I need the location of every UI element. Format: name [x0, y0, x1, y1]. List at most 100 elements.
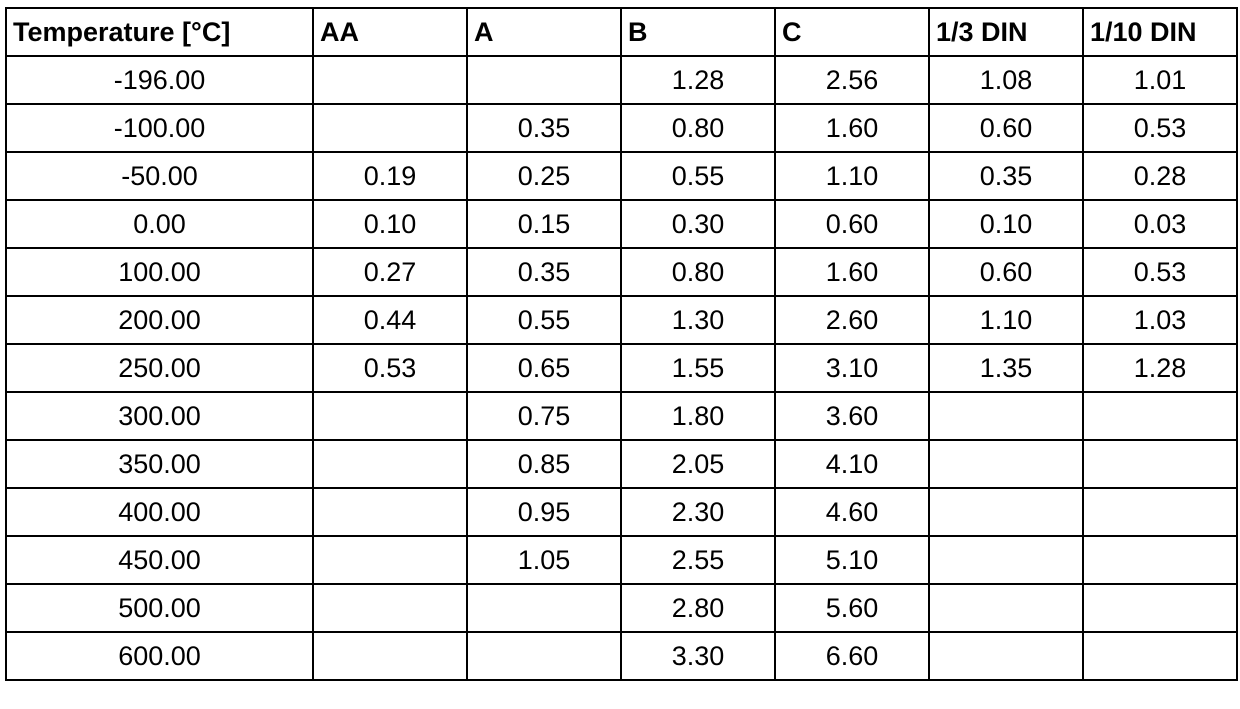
value-cell: 4.10	[774, 439, 930, 489]
table-row: 200.00 0.44 0.55 1.30 2.60 1.10 1.03	[5, 295, 1238, 345]
value-cell: 0.10	[928, 199, 1084, 249]
header-cell: 1/10 DIN	[1082, 7, 1238, 57]
value-cell: 0.55	[466, 295, 622, 345]
value-cell: 1.08	[928, 55, 1084, 105]
value-cell: 0.80	[620, 103, 776, 153]
table-row: -50.00 0.19 0.25 0.55 1.10 0.35 0.28	[5, 151, 1238, 201]
temperature-cell: 200.00	[5, 295, 314, 345]
value-cell: 0.15	[466, 199, 622, 249]
value-cell: 6.60	[774, 631, 930, 681]
value-cell: 1.80	[620, 391, 776, 441]
tolerance-table: Temperature [°C] AA A B C 1/3 DIN 1/10 DIN -19…	[5, 7, 1238, 681]
value-cell: 0.95	[466, 487, 622, 537]
value-cell: 2.80	[620, 583, 776, 633]
value-cell: 0.60	[774, 199, 930, 249]
value-cell: 0.03	[1082, 199, 1238, 249]
temperature-cell: 500.00	[5, 583, 314, 633]
table-row: 300.00 0.75 1.80 3.60	[5, 391, 1238, 441]
value-cell	[1082, 391, 1238, 441]
value-cell: 1.35	[928, 343, 1084, 393]
value-cell	[312, 391, 468, 441]
value-cell	[928, 391, 1084, 441]
table-row: 400.00 0.95 2.30 4.60	[5, 487, 1238, 537]
temperature-cell: 600.00	[5, 631, 314, 681]
temperature-cell: -50.00	[5, 151, 314, 201]
temperature-cell: -100.00	[5, 103, 314, 153]
value-cell: 0.55	[620, 151, 776, 201]
value-cell: 2.55	[620, 535, 776, 585]
table-row: 450.00 1.05 2.55 5.10	[5, 535, 1238, 585]
value-cell	[312, 487, 468, 537]
value-cell: 1.60	[774, 247, 930, 297]
value-cell: 5.60	[774, 583, 930, 633]
value-cell	[928, 583, 1084, 633]
value-cell: 2.30	[620, 487, 776, 537]
value-cell: 1.55	[620, 343, 776, 393]
value-cell: 0.60	[928, 103, 1084, 153]
value-cell: 5.10	[774, 535, 930, 585]
value-cell	[1082, 439, 1238, 489]
value-cell: 1.03	[1082, 295, 1238, 345]
value-cell: 0.65	[466, 343, 622, 393]
value-cell: 0.35	[466, 103, 622, 153]
temperature-cell: 0.00	[5, 199, 314, 249]
value-cell	[1082, 631, 1238, 681]
value-cell: 2.56	[774, 55, 930, 105]
value-cell: 0.60	[928, 247, 1084, 297]
table-row: -100.00 0.35 0.80 1.60 0.60 0.53	[5, 103, 1238, 153]
value-cell: 0.35	[466, 247, 622, 297]
table-body: -196.00 1.28 2.56 1.08 1.01 -100.00 0.35 0.80 1.…	[5, 55, 1238, 681]
value-cell: 3.60	[774, 391, 930, 441]
value-cell: 1.10	[928, 295, 1084, 345]
value-cell: 1.28	[620, 55, 776, 105]
value-cell	[928, 535, 1084, 585]
table-row: 600.00 3.30 6.60	[5, 631, 1238, 681]
table-row: 0.00 0.10 0.15 0.30 0.60 0.10 0.03	[5, 199, 1238, 249]
temperature-cell: 450.00	[5, 535, 314, 585]
value-cell	[312, 631, 468, 681]
value-cell: 1.60	[774, 103, 930, 153]
value-cell	[928, 487, 1084, 537]
temperature-cell: 100.00	[5, 247, 314, 297]
value-cell: 3.10	[774, 343, 930, 393]
value-cell: 0.19	[312, 151, 468, 201]
header-cell: A	[466, 7, 622, 57]
value-cell: 1.05	[466, 535, 622, 585]
temperature-cell: -196.00	[5, 55, 314, 105]
temperature-cell: 250.00	[5, 343, 314, 393]
header-cell: B	[620, 7, 776, 57]
temperature-cell: 300.00	[5, 391, 314, 441]
value-cell: 0.44	[312, 295, 468, 345]
value-cell: 0.35	[928, 151, 1084, 201]
header-row: Temperature [°C] AA A B C 1/3 DIN 1/10 DIN	[5, 7, 1238, 57]
value-cell: 0.25	[466, 151, 622, 201]
value-cell: 0.10	[312, 199, 468, 249]
header-cell: Temperature [°C]	[5, 7, 314, 57]
value-cell	[312, 535, 468, 585]
value-cell: 0.30	[620, 199, 776, 249]
temperature-cell: 350.00	[5, 439, 314, 489]
value-cell	[466, 583, 622, 633]
value-cell: 0.53	[312, 343, 468, 393]
header-cell: AA	[312, 7, 468, 57]
value-cell: 2.60	[774, 295, 930, 345]
table-row: 500.00 2.80 5.60	[5, 583, 1238, 633]
table-row: 350.00 0.85 2.05 4.10	[5, 439, 1238, 489]
value-cell: 4.60	[774, 487, 930, 537]
temperature-cell: 400.00	[5, 487, 314, 537]
value-cell: 0.53	[1082, 247, 1238, 297]
header-cell: 1/3 DIN	[928, 7, 1084, 57]
value-cell	[928, 439, 1084, 489]
value-cell: 0.27	[312, 247, 468, 297]
value-cell	[466, 631, 622, 681]
value-cell	[466, 55, 622, 105]
value-cell	[1082, 535, 1238, 585]
value-cell: 1.30	[620, 295, 776, 345]
value-cell	[1082, 487, 1238, 537]
value-cell	[1082, 583, 1238, 633]
table-row: 100.00 0.27 0.35 0.80 1.60 0.60 0.53	[5, 247, 1238, 297]
value-cell	[312, 55, 468, 105]
value-cell: 1.01	[1082, 55, 1238, 105]
value-cell: 0.28	[1082, 151, 1238, 201]
